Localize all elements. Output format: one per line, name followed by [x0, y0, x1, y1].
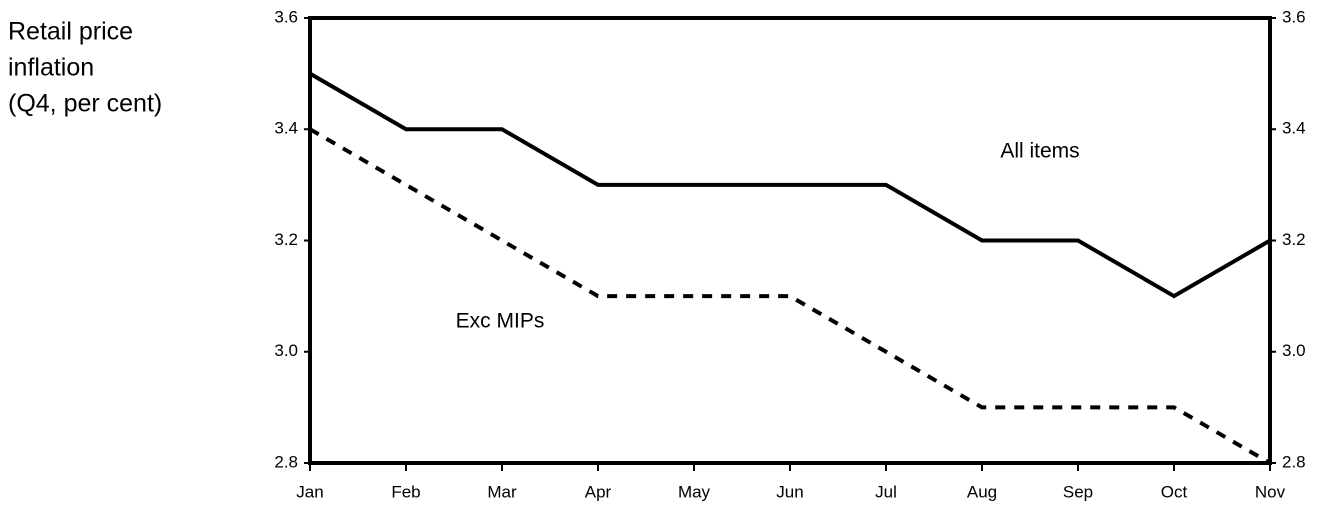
x-tick-label: Apr	[585, 482, 612, 501]
x-tick-label: Sep	[1063, 482, 1093, 501]
series-label: Exc MIPs	[456, 310, 545, 333]
plot-frame	[308, 16, 1272, 465]
y-tick-label: 3.4	[274, 119, 298, 138]
y-tick-label: 3.2	[274, 230, 298, 249]
y-tick-label: 2.8	[274, 452, 298, 471]
x-tick-label: Jan	[296, 482, 323, 501]
x-tick-label: Jun	[776, 482, 803, 501]
x-tick-label: May	[678, 482, 711, 501]
y2-tick-label: 3.4	[1282, 119, 1306, 138]
y-tick-label: 3.0	[274, 341, 298, 360]
series-line	[308, 71, 1272, 299]
y-tick-label: 3.6	[274, 7, 298, 26]
y-axis-label: (Q4, per cent)	[8, 90, 162, 118]
x-tick-label: Aug	[967, 482, 997, 501]
y2-tick-label: 2.8	[1282, 452, 1306, 471]
x-tick-label: Nov	[1255, 482, 1286, 501]
x-tick-label: Oct	[1161, 482, 1188, 501]
y2-tick-label: 3.0	[1282, 341, 1306, 360]
y-axis-label: Retail price	[8, 18, 133, 46]
x-tick-label: Jul	[875, 482, 897, 501]
series-label: All items	[1000, 140, 1079, 163]
x-tick-label: Feb	[391, 482, 420, 501]
series-line	[308, 127, 1272, 465]
y2-tick-label: 3.2	[1282, 230, 1306, 249]
y2-tick-label: 3.6	[1282, 7, 1306, 26]
y-axis-label: inflation	[8, 54, 94, 82]
x-tick-label: Mar	[487, 482, 517, 501]
